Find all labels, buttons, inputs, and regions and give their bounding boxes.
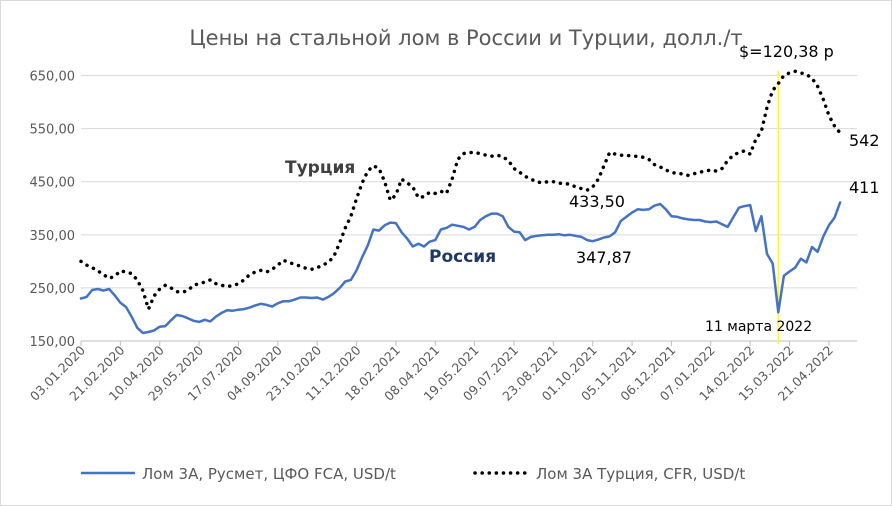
y-tick-label: 650,00 [30,70,76,85]
x-axis: 03.01.202021.02.202010.04.202029.05.2020… [27,340,857,404]
data-annotation: $=120,38 р [739,42,834,61]
series-label-turkey: Турция [285,158,355,178]
y-tick-label: 350,00 [30,229,76,244]
y-tick-label: 150,00 [30,335,76,350]
data-annotation: 11 марта 2022 [705,319,812,335]
y-tick-label: 250,00 [30,282,76,297]
y-tick-label: 450,00 [30,176,76,191]
data-annotation: 433,50 [569,192,625,211]
data-annotation: 347,87 [576,248,632,267]
series-label-russia: Россия [429,247,496,267]
legend-label-turkey: Лом 3А Турция, CFR, USD/t [536,465,745,483]
legend: Лом 3А, Русмет, ЦФО FCA, USD/t Лом 3А Тур… [81,465,745,483]
annotations: Турция Россия 433,50 347,87 $=120,38 р 542 411… [285,42,880,335]
y-tick-label: 550,00 [30,123,76,138]
legend-label-russia: Лом 3А, Русмет, ЦФО FCA, USD/t [142,465,396,483]
data-annotation: 542 [849,131,880,150]
series-line-russia [79,201,842,335]
data-annotation: 411 [849,178,880,197]
y-axis: 150,00 250,00 350,00 450,00 550,00 650,00 [30,70,76,350]
series-lines [79,69,842,335]
series-line-turkey [79,69,842,311]
chart-title: Цены на стальной лом в России и Турции, … [189,26,742,50]
